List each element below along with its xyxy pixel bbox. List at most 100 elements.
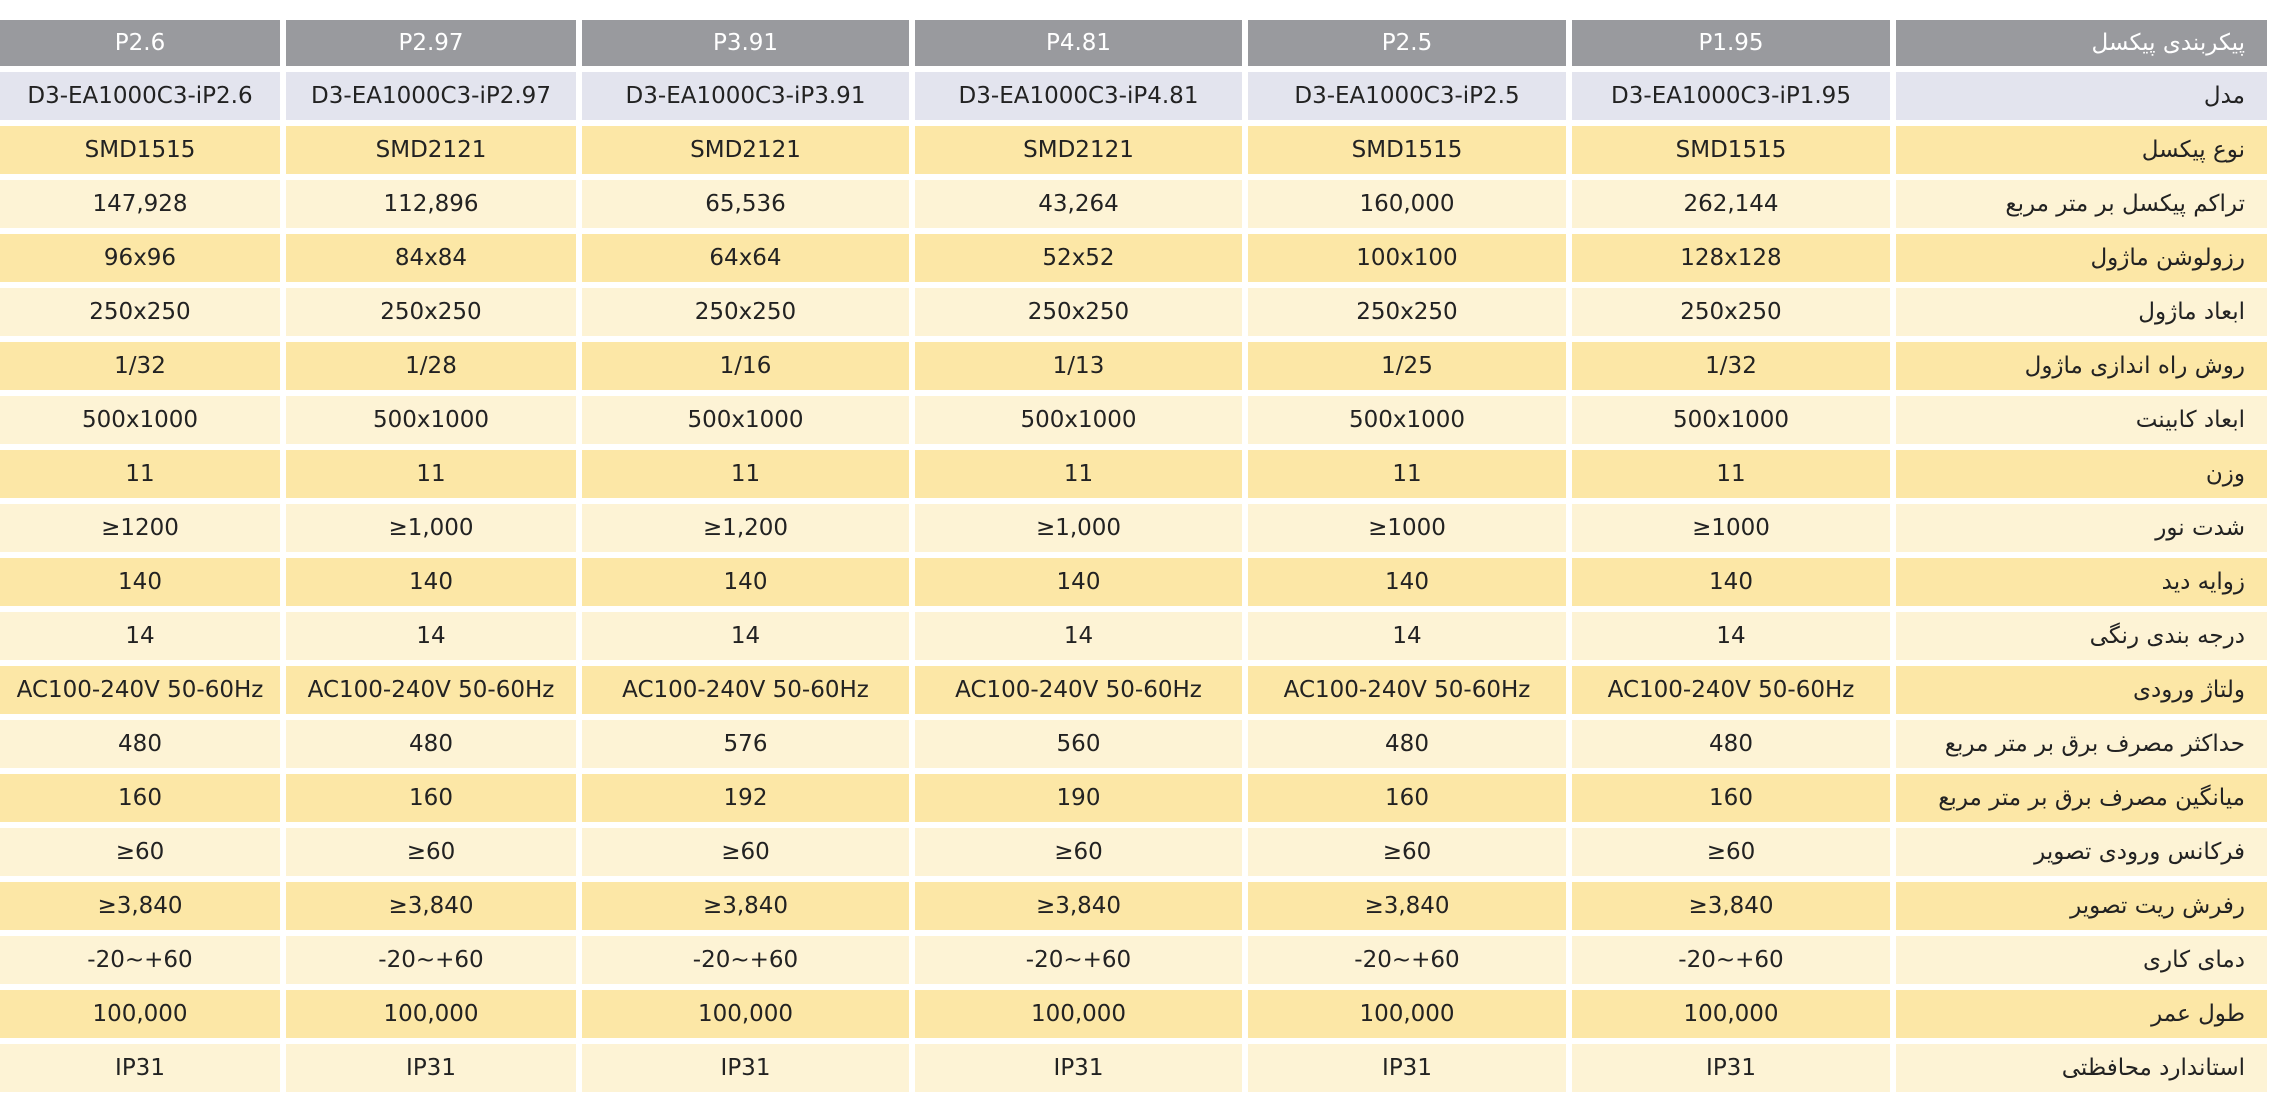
row-label: درجه بندی رنگی [1896,612,2267,660]
table-cell: 96x96 [0,234,280,282]
table-cell: SMD2121 [582,126,909,174]
table-cell: ≥60 [286,828,576,876]
table-row: 11 11 11 11 11 11 وزن [0,450,2267,498]
table-cell: 250x250 [0,288,280,336]
row-label: میانگین مصرف برق بر متر مربع [1896,774,2267,822]
table-row: 14 14 14 14 14 14 درجه بندی رنگی [0,612,2267,660]
row-label: نوع پیکسل [1896,126,2267,174]
table-cell: IP31 [915,1044,1242,1092]
table-cell: 500x1000 [0,396,280,444]
table-cell: ≥1,000 [915,504,1242,552]
table-cell: 100,000 [286,990,576,1038]
table-cell: 500x1000 [582,396,909,444]
table-cell: D3-EA1000C3-iP2.97 [286,72,576,120]
table-cell: ≥60 [0,828,280,876]
table-cell: SMD2121 [915,126,1242,174]
table-row: ≥1200 ≥1,000 ≥1,200 ≥1,000 ≥1000 ≥1000 شدت نور [0,504,2267,552]
table-cell: 190 [915,774,1242,822]
table-row: SMD1515 SMD2121 SMD2121 SMD2121 SMD1515 SMD15… [0,126,2267,174]
column-header: P2.5 [1248,20,1566,66]
table-cell: ≥3,840 [582,882,909,930]
spec-table-body: D3-EA1000C3-iP2.6 D3-EA1000C3-iP2.97 D3-EA… [0,72,2267,1092]
table-cell: 52x52 [915,234,1242,282]
table-cell: 576 [582,720,909,768]
table-cell: 11 [582,450,909,498]
table-cell: AC100-240V 50-60Hz [1572,666,1890,714]
table-row: ≥60 ≥60 ≥60 ≥60 ≥60 ≥60 فرکانس ورودی تصویر [0,828,2267,876]
table-cell: AC100-240V 50-60Hz [0,666,280,714]
table-cell: ≥60 [1572,828,1890,876]
table-row: IP31 IP31 IP31 IP31 IP31 IP31 استاندارد محافظت… [0,1044,2267,1092]
table-cell: SMD1515 [0,126,280,174]
row-label: فرکانس ورودی تصویر [1896,828,2267,876]
table-cell: 500x1000 [1248,396,1566,444]
table-cell: AC100-240V 50-60Hz [915,666,1242,714]
header-label-cell: پیکربندی پیکسل [1896,20,2267,66]
row-label: مدل [1896,72,2267,120]
column-header: P2.6 [0,20,280,66]
table-cell: 160 [1248,774,1566,822]
table-cell: ≥3,840 [1248,882,1566,930]
table-cell: 14 [1572,612,1890,660]
table-cell: AC100-240V 50-60Hz [286,666,576,714]
table-cell: IP31 [1248,1044,1566,1092]
table-cell: 500x1000 [286,396,576,444]
table-cell: 147,928 [0,180,280,228]
table-cell: ≥60 [915,828,1242,876]
table-cell: AC100-240V 50-60Hz [1248,666,1566,714]
spec-table: P2.6 P2.97 P3.91 P4.81 P2.5 P1.95 پیکربن… [0,14,2273,1098]
table-cell: -20~+60 [286,936,576,984]
table-row: AC100-240V 50-60Hz AC100-240V 50-60Hz AC10… [0,666,2267,714]
table-cell: 560 [915,720,1242,768]
table-cell: 100,000 [0,990,280,1038]
table-cell: 192 [582,774,909,822]
table-cell: ≥3,840 [286,882,576,930]
table-cell: 11 [1572,450,1890,498]
table-cell: 480 [0,720,280,768]
table-cell: ≥3,840 [1572,882,1890,930]
table-cell: 250x250 [286,288,576,336]
table-cell: 11 [915,450,1242,498]
table-cell: D3-EA1000C3-iP1.95 [1572,72,1890,120]
table-cell: 100,000 [1572,990,1890,1038]
row-label: تراکم پیکسل بر متر مربع [1896,180,2267,228]
table-cell: ≥1200 [0,504,280,552]
table-row: 1/32 1/28 1/16 1/13 1/25 1/32 روش راه اندازی م… [0,342,2267,390]
table-cell: -20~+60 [1572,936,1890,984]
row-label: ابعاد کابینت [1896,396,2267,444]
table-cell: 160 [1572,774,1890,822]
table-row: 250x250 250x250 250x250 250x250 250x250 250x2… [0,288,2267,336]
table-row: ≥3,840 ≥3,840 ≥3,840 ≥3,840 ≥3,840 ≥3,840 رفرش… [0,882,2267,930]
table-cell: 140 [1572,558,1890,606]
row-label: شدت نور [1896,504,2267,552]
table-cell: 250x250 [1572,288,1890,336]
table-cell: 43,264 [915,180,1242,228]
table-cell: 480 [286,720,576,768]
table-cell: 160 [0,774,280,822]
row-label: استاندارد محافظتی [1896,1044,2267,1092]
table-cell: IP31 [1572,1044,1890,1092]
table-cell: 500x1000 [1572,396,1890,444]
table-cell: SMD2121 [286,126,576,174]
row-label: روش راه اندازی ماژول [1896,342,2267,390]
table-cell: 64x64 [582,234,909,282]
table-cell: ≥1000 [1248,504,1566,552]
column-header: P2.97 [286,20,576,66]
table-cell: -20~+60 [0,936,280,984]
row-label: طول عمر [1896,990,2267,1038]
table-cell: 100x100 [1248,234,1566,282]
table-cell: -20~+60 [1248,936,1566,984]
table-cell: 140 [582,558,909,606]
table-cell: 500x1000 [915,396,1242,444]
table-cell: 14 [0,612,280,660]
table-cell: 1/16 [582,342,909,390]
column-header: P3.91 [582,20,909,66]
table-cell: AC100-240V 50-60Hz [582,666,909,714]
table-cell: 128x128 [1572,234,1890,282]
table-cell: -20~+60 [915,936,1242,984]
table-cell: ≥60 [1248,828,1566,876]
table-cell: 480 [1248,720,1566,768]
table-cell: 100,000 [1248,990,1566,1038]
row-label: ولتاژ ورودی [1896,666,2267,714]
table-cell: 14 [582,612,909,660]
